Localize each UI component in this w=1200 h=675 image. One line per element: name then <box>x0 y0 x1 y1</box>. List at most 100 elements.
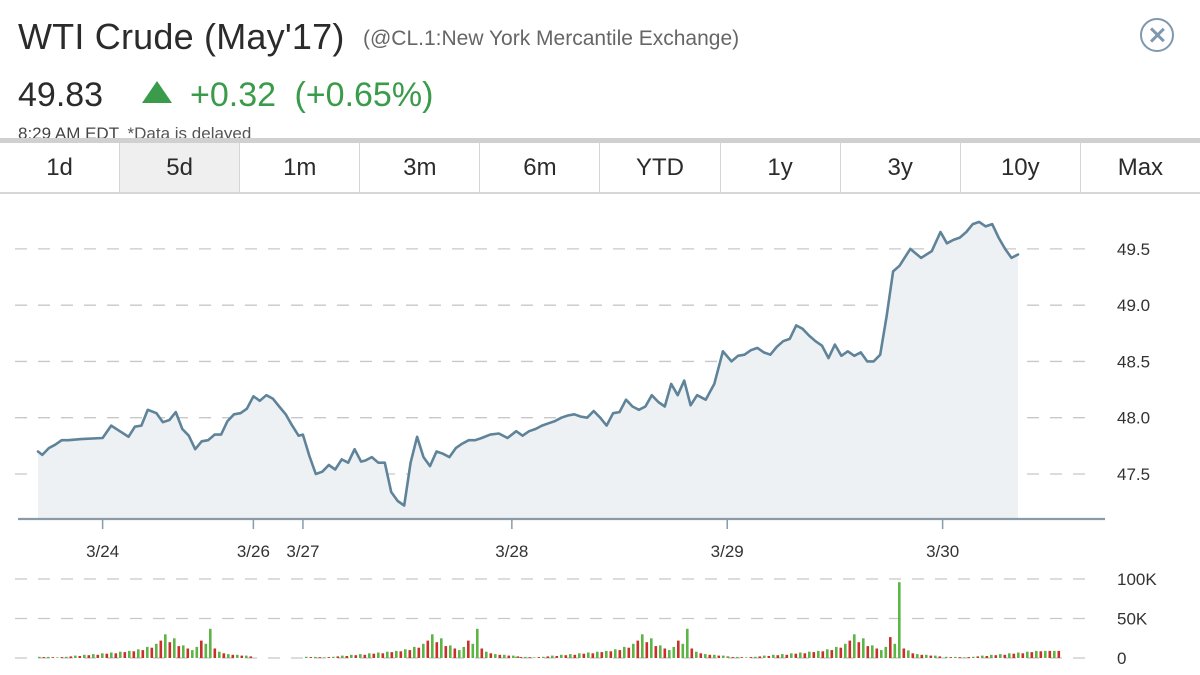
volume-bar <box>875 648 879 658</box>
volume-bar <box>542 656 545 658</box>
x-tick-label: 3/29 <box>711 542 744 561</box>
volume-bar <box>137 649 140 658</box>
tab-6m[interactable]: 6m <box>480 143 601 192</box>
volume-bar <box>159 640 163 658</box>
volume-bar <box>417 647 421 658</box>
volume-bar <box>839 647 843 658</box>
volume-bar <box>408 650 412 658</box>
volume-bar <box>1026 651 1029 658</box>
x-tick-label: 3/28 <box>495 542 528 561</box>
volume-bar <box>327 657 331 658</box>
tab-3m[interactable]: 3m <box>360 143 481 192</box>
volume-bar <box>857 642 861 658</box>
x-tick-label: 3/30 <box>926 542 959 561</box>
volume-bar <box>507 655 511 658</box>
volume-bar <box>249 656 253 658</box>
tab-max[interactable]: Max <box>1117 153 1164 181</box>
volume-bar <box>390 652 394 658</box>
price-line <box>36 220 1020 507</box>
volume-bar <box>911 653 915 658</box>
volume-bar <box>985 656 989 658</box>
volume-bar <box>444 646 448 658</box>
volume-bar <box>182 645 185 658</box>
volume-bar <box>929 655 933 658</box>
volume-bar <box>69 656 73 658</box>
volume-bar <box>204 643 208 658</box>
volume-bar <box>92 654 95 658</box>
volume-bar <box>808 651 811 658</box>
volume-bar <box>749 657 753 658</box>
tab-5d[interactable]: 5d <box>120 143 241 192</box>
volume-bar <box>573 654 577 658</box>
volume-bar <box>60 657 64 658</box>
volume-bar <box>551 655 554 658</box>
volume-bar <box>332 656 335 658</box>
volume-bar <box>1039 651 1043 658</box>
volume-bar <box>309 657 313 658</box>
volume-bar <box>844 643 847 658</box>
volume-bar <box>803 653 807 658</box>
volume-bar <box>902 648 906 658</box>
volume-bar <box>110 652 113 658</box>
volume-bar <box>191 650 194 658</box>
volume-bar <box>817 650 820 658</box>
volume-bar <box>56 657 59 658</box>
volume-bar <box>422 643 425 658</box>
volume-bar <box>372 653 376 658</box>
volume-bar <box>954 656 957 658</box>
volume-bar <box>704 654 707 658</box>
volume-bar <box>231 654 235 658</box>
volume-bar <box>489 653 493 658</box>
volume-bar <box>1008 653 1011 658</box>
volume-bar <box>884 646 888 658</box>
volume-bar <box>898 582 901 658</box>
volume-bar <box>717 655 721 658</box>
volume-bar <box>119 651 122 658</box>
volume-bar <box>605 650 608 658</box>
volume-bar <box>314 656 317 658</box>
tab-3y[interactable]: 3y <box>841 143 961 192</box>
quote-header: WTI Crude (May'17) (@CL.1:New York Merca… <box>18 14 1118 143</box>
volume-bar <box>516 656 520 658</box>
volume-bar <box>381 653 385 658</box>
tab-ytd[interactable]: YTD <box>600 143 721 192</box>
volume-bar <box>781 654 784 658</box>
volume-bar <box>1057 650 1061 658</box>
volume-bar <box>354 655 358 658</box>
volume-bar <box>772 654 775 658</box>
volume-bar <box>318 657 322 658</box>
volume-bar <box>785 654 789 658</box>
volume-bar <box>609 651 613 658</box>
volume-bar <box>916 654 919 658</box>
volume-bar <box>177 646 181 658</box>
volume-bar <box>47 656 50 658</box>
volume-bar <box>105 653 109 658</box>
volume-bar <box>458 650 461 658</box>
volume-bar <box>934 655 937 658</box>
range-tabs: 1d 5d 1m 3m 6m YTD 1y 3y 10y Max <box>0 138 1200 194</box>
volume-bar <box>1044 650 1047 658</box>
volume-bar <box>453 648 457 658</box>
volume-bar <box>449 645 452 658</box>
volume-bar <box>853 634 856 658</box>
tab-1y[interactable]: 1y <box>721 143 841 192</box>
volume-bar <box>323 657 326 658</box>
volume-bar <box>578 653 581 658</box>
tab-10y[interactable]: 10y <box>961 143 1081 192</box>
volume-bar <box>350 654 353 658</box>
volume-bar <box>990 654 993 658</box>
volume-bar <box>600 652 604 658</box>
volume-bar <box>515 656 518 658</box>
volume-bar <box>862 638 865 659</box>
volume-bar <box>1012 653 1016 658</box>
tab-1m[interactable]: 1m <box>240 143 361 192</box>
volume-bar <box>128 650 131 658</box>
tab-1d[interactable]: 1d <box>0 143 121 192</box>
volume-bar <box>164 634 167 658</box>
volume-bar <box>1017 652 1020 658</box>
volume-bar <box>596 651 599 658</box>
volume-bar <box>925 654 928 658</box>
close-icon[interactable] <box>1140 18 1174 52</box>
volume-bar <box>533 657 536 658</box>
volume-bar <box>994 655 998 658</box>
